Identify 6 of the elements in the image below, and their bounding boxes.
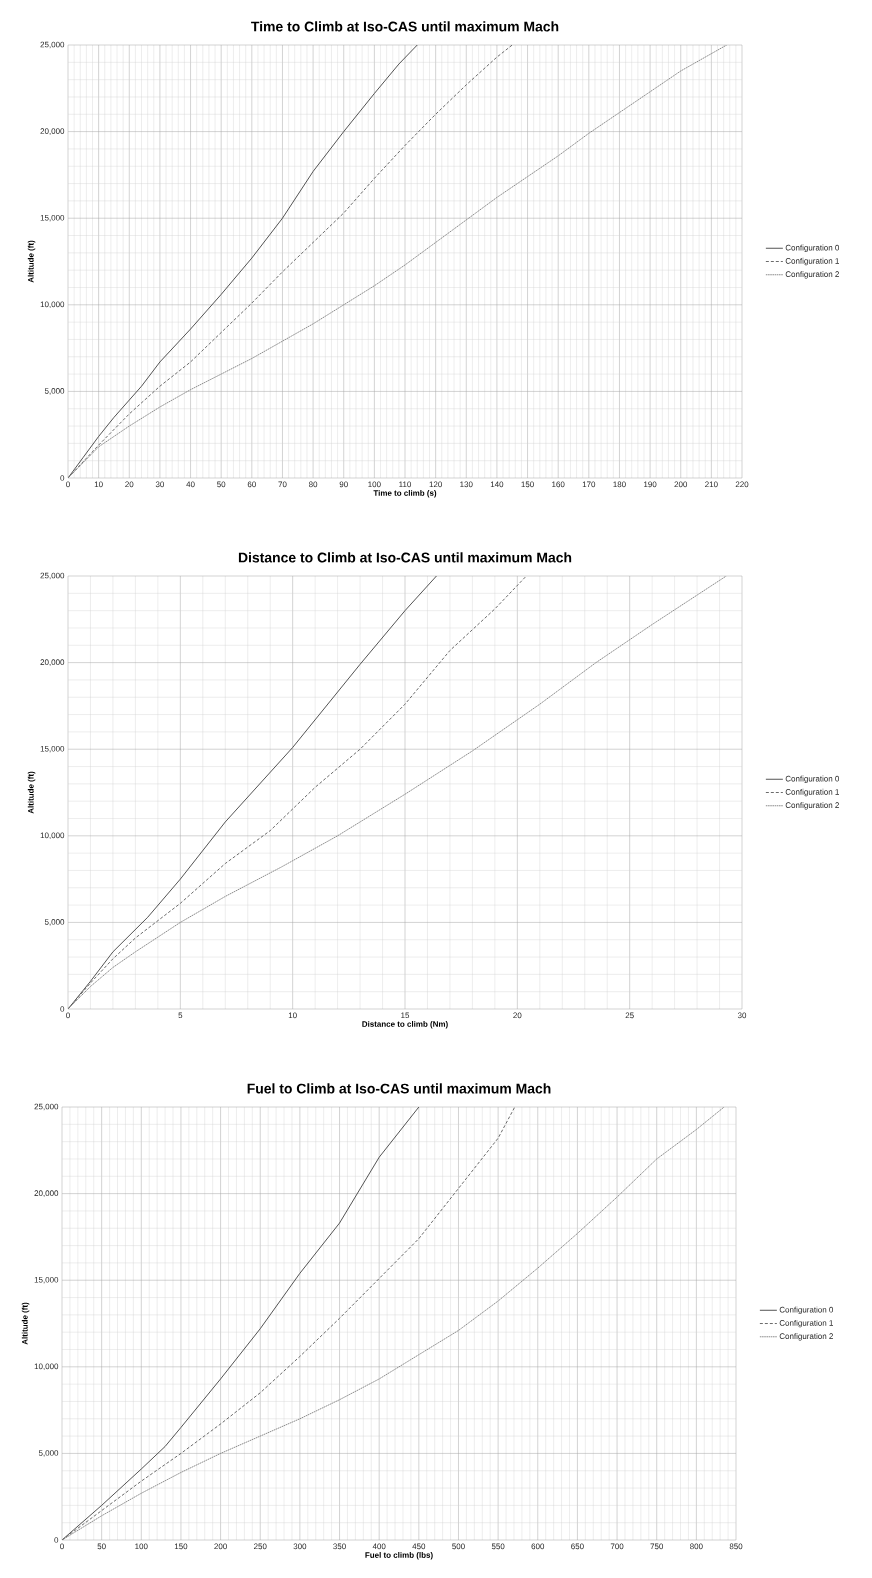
chart-title: Distance to Climb at Iso-CAS until maximum Mach (238, 552, 572, 563)
chart-title: Time to Climb at Iso-CAS until maximum Mach (251, 21, 559, 32)
line-series (68, 576, 527, 1010)
line-series (62, 1107, 420, 1541)
chart-title: Fuel to Climb at Iso-CAS until maximum Mach (247, 1083, 551, 1094)
line-series (68, 576, 727, 1010)
